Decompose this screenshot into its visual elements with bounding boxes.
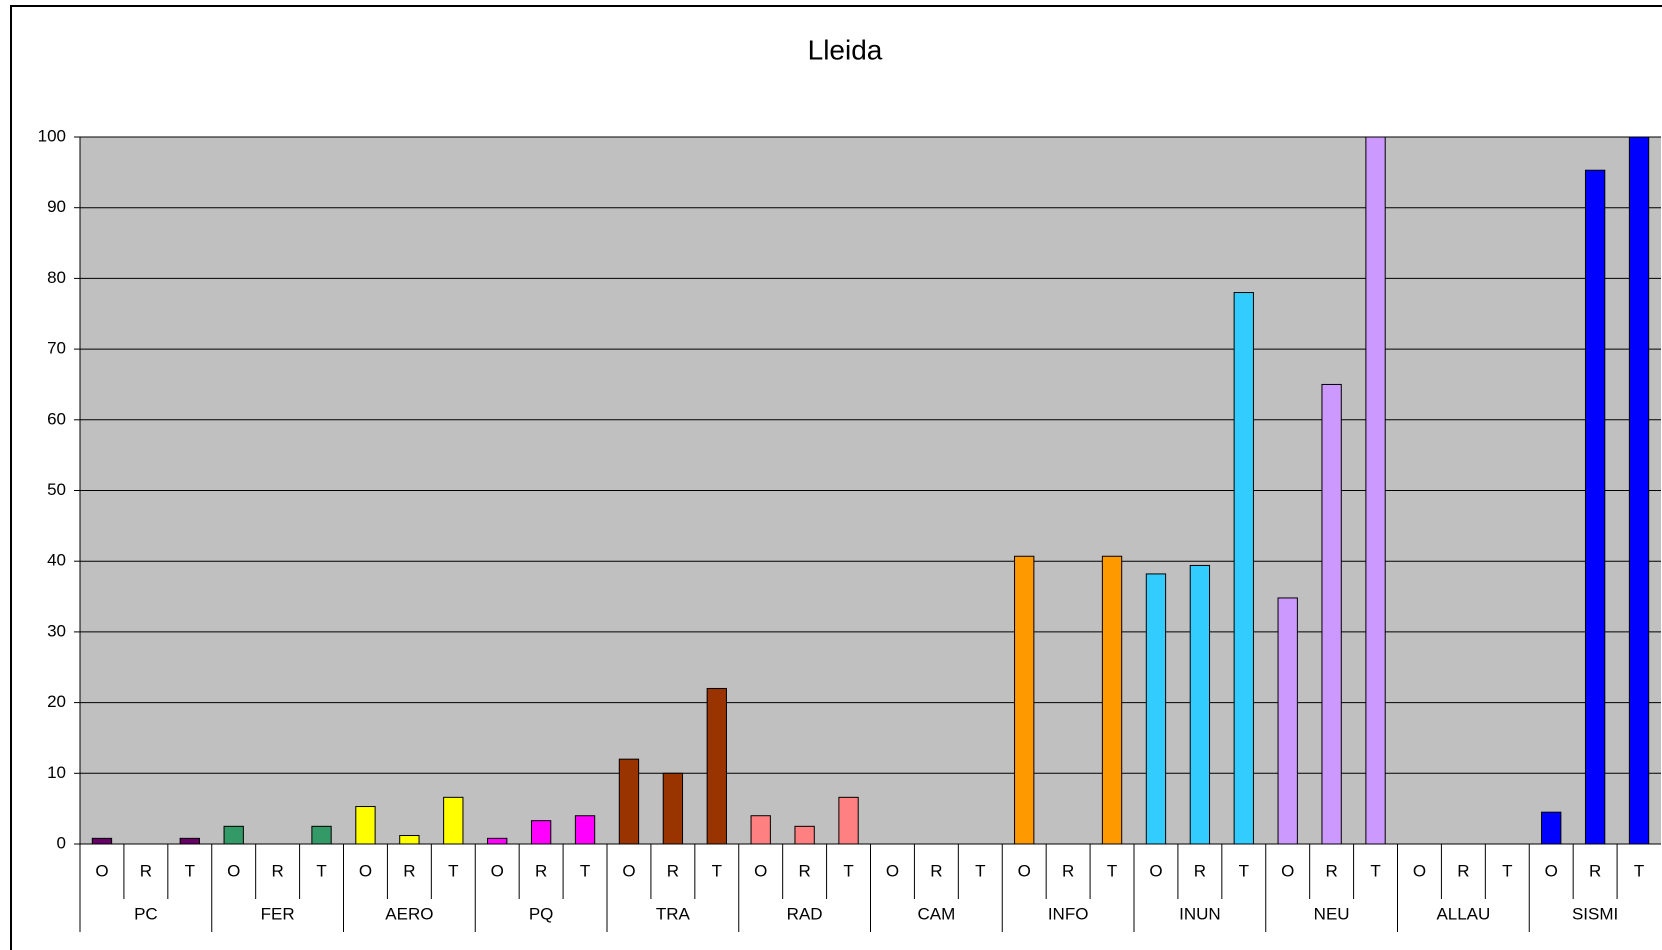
y-tick-label: 80 bbox=[47, 268, 66, 287]
x-tick-label: R bbox=[271, 861, 283, 880]
bar bbox=[399, 835, 420, 845]
group-label: SISMI bbox=[1572, 904, 1618, 923]
x-tick-label: O bbox=[1281, 861, 1294, 880]
x-tick-label: O bbox=[491, 861, 504, 880]
bar bbox=[91, 837, 113, 845]
x-tick-label: R bbox=[1194, 861, 1206, 880]
x-tick-label: O bbox=[754, 861, 767, 880]
x-tick-label: R bbox=[1589, 861, 1601, 880]
bar bbox=[1277, 597, 1298, 845]
x-tick-label: R bbox=[667, 861, 679, 880]
x-tick-label: R bbox=[1062, 861, 1074, 880]
group-label: NEU bbox=[1314, 904, 1350, 923]
bar bbox=[530, 820, 552, 845]
bar bbox=[487, 837, 508, 845]
bar bbox=[311, 825, 332, 845]
group-label: TRA bbox=[656, 904, 691, 923]
bar bbox=[1321, 383, 1342, 845]
bar bbox=[1541, 811, 1562, 845]
x-tick-label: T bbox=[1370, 861, 1380, 880]
x-tick-label: T bbox=[1634, 861, 1644, 880]
bar bbox=[794, 825, 815, 845]
x-tick-label: T bbox=[580, 861, 590, 880]
bar bbox=[1628, 136, 1650, 845]
group-label: PC bbox=[134, 904, 158, 923]
bar bbox=[355, 806, 376, 845]
bar bbox=[1584, 169, 1606, 845]
y-tick-label: 10 bbox=[47, 763, 66, 782]
group-label: PQ bbox=[529, 904, 554, 923]
x-tick-label: T bbox=[843, 861, 853, 880]
x-tick-label: O bbox=[227, 861, 240, 880]
y-tick-label: 40 bbox=[47, 551, 66, 570]
y-tick-label: 20 bbox=[47, 692, 66, 711]
x-tick-label: R bbox=[1325, 861, 1337, 880]
y-tick-label: 50 bbox=[47, 480, 66, 499]
x-tick-label: O bbox=[1018, 861, 1031, 880]
group-label: INFO bbox=[1048, 904, 1089, 923]
x-tick-label: O bbox=[1545, 861, 1558, 880]
y-tick-label: 30 bbox=[47, 621, 66, 640]
x-tick-label: R bbox=[140, 861, 152, 880]
chart-title: Lleida bbox=[808, 34, 883, 65]
y-tick-label: 100 bbox=[38, 126, 66, 145]
bar bbox=[1014, 555, 1035, 845]
x-tick-label: O bbox=[1413, 861, 1426, 880]
bar bbox=[618, 758, 640, 845]
x-tick-label: O bbox=[95, 861, 108, 880]
group-label: ALLAU bbox=[1436, 904, 1490, 923]
y-tick-label: 60 bbox=[47, 409, 66, 428]
x-tick-label: T bbox=[185, 861, 195, 880]
x-tick-label: T bbox=[712, 861, 722, 880]
group-label: AERO bbox=[385, 904, 433, 923]
x-tick-label: T bbox=[448, 861, 458, 880]
x-tick-label: R bbox=[535, 861, 547, 880]
x-tick-label: T bbox=[1107, 861, 1117, 880]
bar bbox=[1145, 573, 1167, 845]
x-tick-label: R bbox=[403, 861, 415, 880]
bar bbox=[1101, 555, 1123, 845]
bar bbox=[750, 815, 771, 845]
bar bbox=[179, 837, 200, 845]
x-tick-label: O bbox=[622, 861, 635, 880]
x-tick-label: T bbox=[1502, 861, 1512, 880]
bar bbox=[1365, 136, 1386, 845]
bar bbox=[838, 796, 859, 845]
x-tick-label: T bbox=[1239, 861, 1249, 880]
bar bbox=[1233, 292, 1254, 845]
group-label: RAD bbox=[787, 904, 823, 923]
x-tick-label: O bbox=[359, 861, 372, 880]
bar bbox=[574, 815, 596, 845]
y-tick-label: 0 bbox=[57, 833, 66, 852]
x-tick-label: O bbox=[1149, 861, 1162, 880]
group-label: CAM bbox=[917, 904, 955, 923]
y-tick-label: 70 bbox=[47, 339, 66, 358]
x-tick-label: R bbox=[1457, 861, 1469, 880]
group-label: INUN bbox=[1179, 904, 1221, 923]
bar bbox=[1189, 564, 1211, 845]
group-label: FER bbox=[261, 904, 295, 923]
bar bbox=[706, 687, 727, 845]
bar bbox=[662, 772, 684, 845]
x-tick-label: O bbox=[886, 861, 899, 880]
x-tick-label: T bbox=[975, 861, 985, 880]
y-tick-label: 90 bbox=[47, 197, 66, 216]
bar bbox=[223, 825, 244, 845]
x-tick-label: R bbox=[798, 861, 810, 880]
x-tick-label: T bbox=[316, 861, 326, 880]
x-tick-label: R bbox=[930, 861, 942, 880]
bar bbox=[443, 796, 464, 845]
